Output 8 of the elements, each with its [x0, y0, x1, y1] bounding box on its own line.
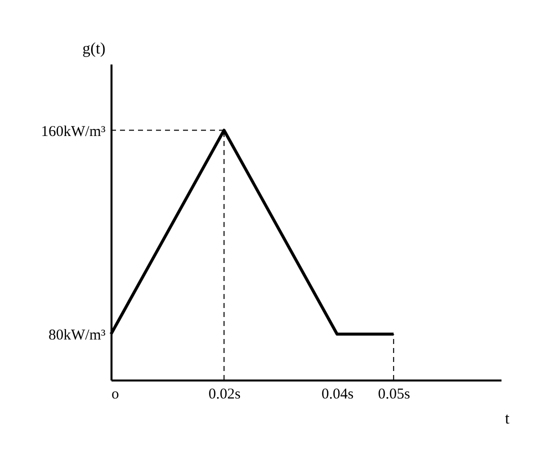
y-tick-label: 160kW/m³: [41, 124, 106, 140]
x-tick-label: 0.04s: [322, 386, 354, 402]
x-tick-label: o: [112, 386, 119, 402]
x-axis-title: t: [505, 410, 510, 428]
y-axis-title: g(t): [82, 40, 106, 58]
x-tick-label: 0.05s: [378, 386, 410, 402]
x-tick-label: 0.02s: [208, 386, 241, 402]
y-tick-label: 80kW/m³: [48, 328, 106, 344]
